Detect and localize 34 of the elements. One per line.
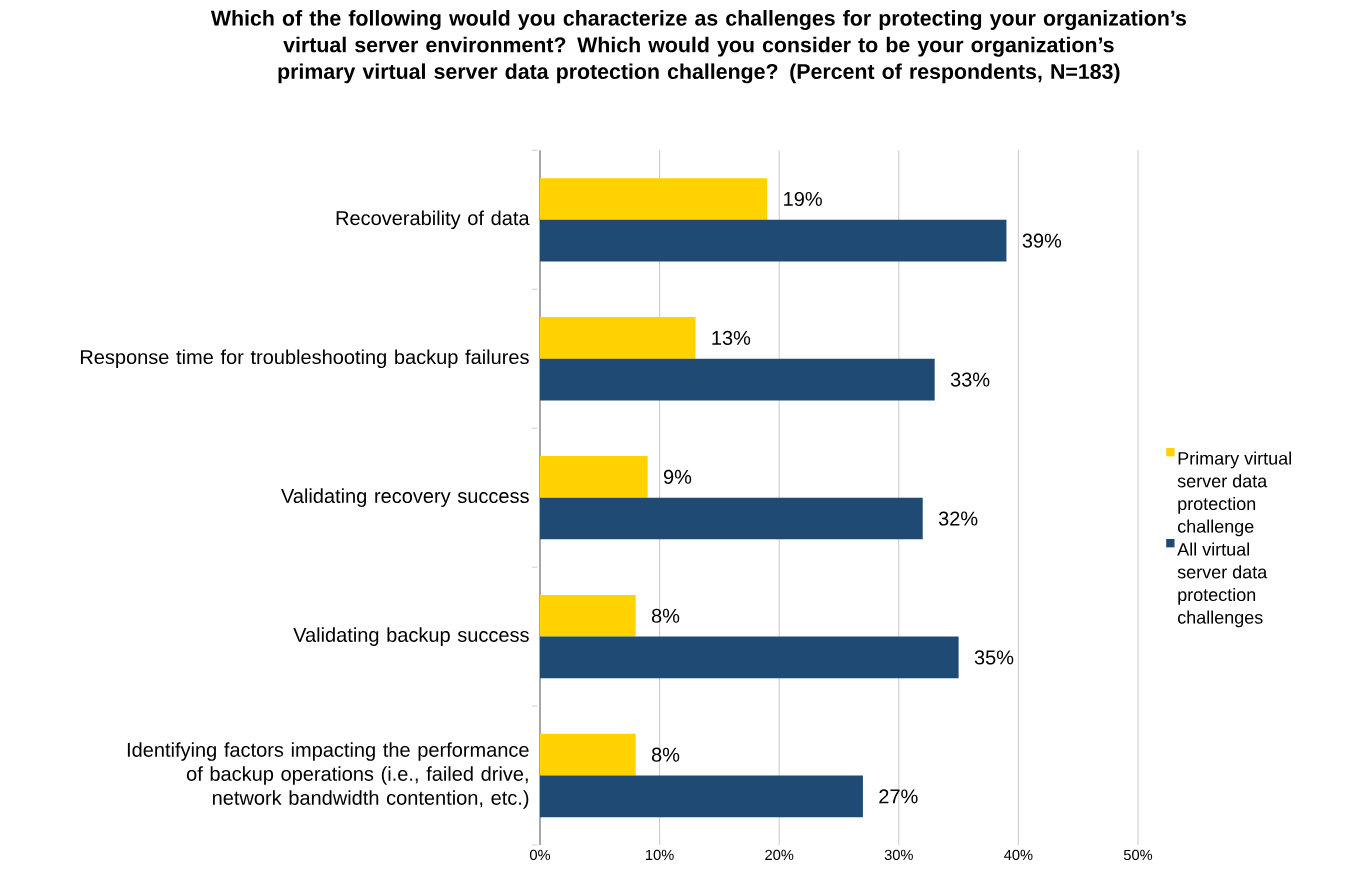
bar [540,733,636,776]
x-tick-label: 20% [765,849,794,861]
x-tick-label: 30% [884,849,913,861]
legend-label: All virtual server data protection challenges [1177,542,1268,628]
data-label: 32% [938,511,978,526]
bar [540,497,923,540]
bar [540,775,863,818]
x-tick-label: 40% [1004,849,1033,861]
x-tick-label: 50% [1123,849,1153,861]
bar [540,594,636,637]
y-tick-label: Validating backup success [293,627,529,646]
y-tick-label: Recoverability of data [336,210,530,230]
data-label: 8% [651,608,680,623]
chart-title: Which of the following would you characterize as challenges for protecting your organization’s virtual server environment? Which would you consider to be your organization’s primary virtual server data protection challenge? (Percent of respondents, N=183) [210,10,1186,84]
y-tick-label: Validating recovery success [281,488,529,507]
data-label: 13% [712,330,751,345]
bar [540,456,648,498]
data-label: 39% [1022,233,1062,248]
bar [540,317,696,359]
y-tick-label: Response time for troubleshooting backup failures [80,349,529,369]
y-tick-label: Identifying factors impacting the performance of backup operations (i.e., failed drive, network bandwidth contention, etc.) [127,742,529,809]
x-tick-label: 0% [529,849,551,861]
data-label: 27% [879,789,918,804]
data-label: 19% [784,191,822,207]
data-label: 9% [663,469,692,484]
legend-label: Primary virtual server data protection challenge [1177,451,1291,537]
data-label: 35% [974,650,1014,665]
bar [540,636,959,679]
bar [540,178,768,220]
bar [540,358,935,401]
x-tick-label: 10% [646,849,674,861]
data-label: 8% [651,747,680,762]
bar [540,219,1007,262]
data-label: 33% [950,372,990,387]
